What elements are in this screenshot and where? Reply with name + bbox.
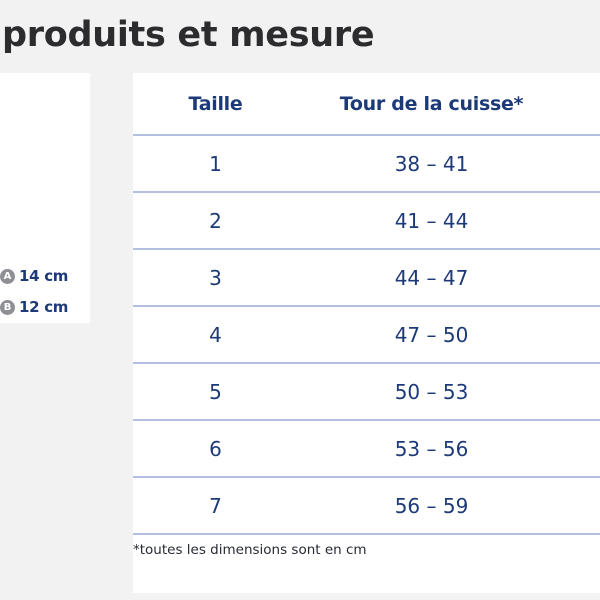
table-row: 2 41 – 44 (133, 192, 600, 250)
cell-size: 5 (133, 363, 298, 421)
cell-extra (565, 306, 600, 364)
table-row: 3 44 – 47 (133, 249, 600, 307)
cell-thigh: 50 – 53 (298, 363, 565, 421)
cell-extra (565, 477, 600, 535)
table-header-row: Taille Tour de la cuisse* (133, 73, 600, 136)
table-row: 4 47 – 50 (133, 306, 600, 364)
dimension-b-value: 12 cm (19, 298, 69, 316)
header-thigh-circumference: Tour de la cuisse* (298, 73, 565, 136)
cell-thigh: 56 – 59 (298, 477, 565, 535)
cell-size: 4 (133, 306, 298, 364)
cell-size: 3 (133, 249, 298, 307)
cell-size: 1 (133, 135, 298, 193)
table-footnote: *toutes les dimensions sont en cm (133, 542, 367, 558)
table-row: 7 56 – 59 (133, 477, 600, 535)
page-title: produits et mesure (2, 15, 375, 55)
cell-extra (565, 420, 600, 478)
table-row: 6 53 – 56 (133, 420, 600, 478)
dimension-b-badge: B (0, 299, 15, 315)
table-row: 5 50 – 53 (133, 363, 600, 421)
size-table: Taille Tour de la cuisse* 1 38 – 41 2 41… (133, 73, 600, 535)
cell-thigh: 44 – 47 (298, 249, 565, 307)
table-row: 1 38 – 41 (133, 135, 600, 193)
cell-thigh: 38 – 41 (298, 135, 565, 193)
cell-thigh: 41 – 44 (298, 192, 565, 250)
dimension-a-badge: A (0, 268, 15, 284)
dimension-a-value: 14 cm (19, 267, 69, 285)
cell-thigh: 47 – 50 (298, 306, 565, 364)
cell-extra (565, 363, 600, 421)
cell-size: 6 (133, 420, 298, 478)
product-dimensions-panel: A 14 cm B 12 cm (0, 73, 90, 323)
cell-extra (565, 249, 600, 307)
cell-size: 7 (133, 477, 298, 535)
cell-extra (565, 192, 600, 250)
dimension-b: B 12 cm (0, 296, 68, 318)
cell-size: 2 (133, 192, 298, 250)
size-table-panel: Taille Tour de la cuisse* 1 38 – 41 2 41… (133, 73, 600, 593)
header-extra (565, 73, 600, 136)
dimension-a: A 14 cm (0, 265, 68, 287)
cell-extra (565, 135, 600, 193)
cell-thigh: 53 – 56 (298, 420, 565, 478)
header-size: Taille (133, 73, 298, 136)
